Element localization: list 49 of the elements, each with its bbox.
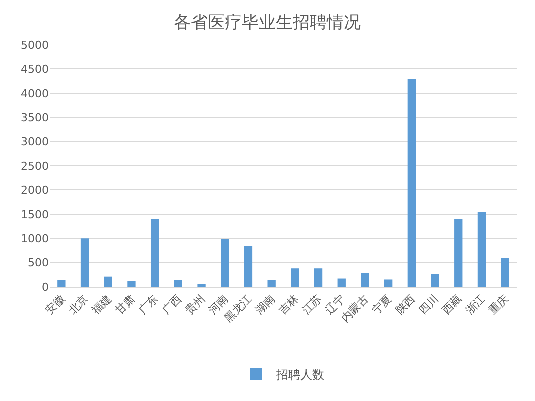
bar [314, 268, 323, 287]
bar [291, 268, 300, 287]
x-tick-label: 贵州 [183, 292, 208, 318]
bar [338, 278, 346, 287]
legend-label: 招聘人数 [276, 368, 324, 382]
x-tick-label: 西藏 [440, 292, 465, 318]
x-tick-label: 湖南 [253, 292, 278, 318]
bar [501, 258, 510, 287]
bar [361, 273, 370, 287]
bar [454, 219, 463, 287]
x-tick-label: 江苏 [300, 292, 325, 318]
x-tick-label: 广东 [136, 292, 162, 318]
x-tick-label: 安徽 [42, 292, 68, 318]
bar [58, 280, 66, 287]
x-tick-label: 福建 [90, 292, 114, 318]
bar [80, 238, 90, 287]
x-tick-label: 甘肃 [112, 292, 138, 318]
bar [478, 212, 486, 287]
x-tick-label: 浙江 [463, 292, 488, 318]
y-tick-label: 0 [42, 280, 49, 294]
bar [128, 281, 136, 287]
y-tick-label: 1500 [21, 208, 49, 222]
x-tick-label: 宁夏 [370, 292, 395, 318]
chart-title: 各省医疗毕业生招聘情况 [174, 12, 361, 33]
y-tick-label: 3000 [21, 136, 49, 149]
bar [244, 246, 253, 287]
x-tick-label: 北京 [66, 292, 92, 318]
x-tick-label: 陕西 [393, 292, 418, 318]
bar [104, 276, 112, 287]
y-tick-label: 4500 [21, 63, 49, 76]
y-tick-label: 1000 [21, 232, 49, 246]
y-tick-label: 2000 [21, 184, 49, 198]
bar [431, 274, 440, 287]
y-tick-label: 2500 [21, 160, 49, 173]
x-tick-label: 广西 [160, 292, 184, 318]
y-tick-label: 500 [28, 256, 49, 270]
bar [150, 219, 160, 287]
bar [174, 280, 183, 287]
bar [384, 280, 393, 287]
y-tick-label: 4000 [21, 87, 49, 100]
x-tick-label: 吉林 [276, 292, 302, 318]
y-tick-label: 5000 [21, 38, 49, 52]
bar [408, 79, 416, 287]
bar [198, 284, 206, 287]
bar [221, 239, 230, 287]
x-tick-label: 四川 [416, 292, 442, 318]
y-tick-label: 3500 [21, 111, 49, 124]
bar [268, 280, 276, 287]
x-tick-label: 重庆 [486, 292, 512, 318]
